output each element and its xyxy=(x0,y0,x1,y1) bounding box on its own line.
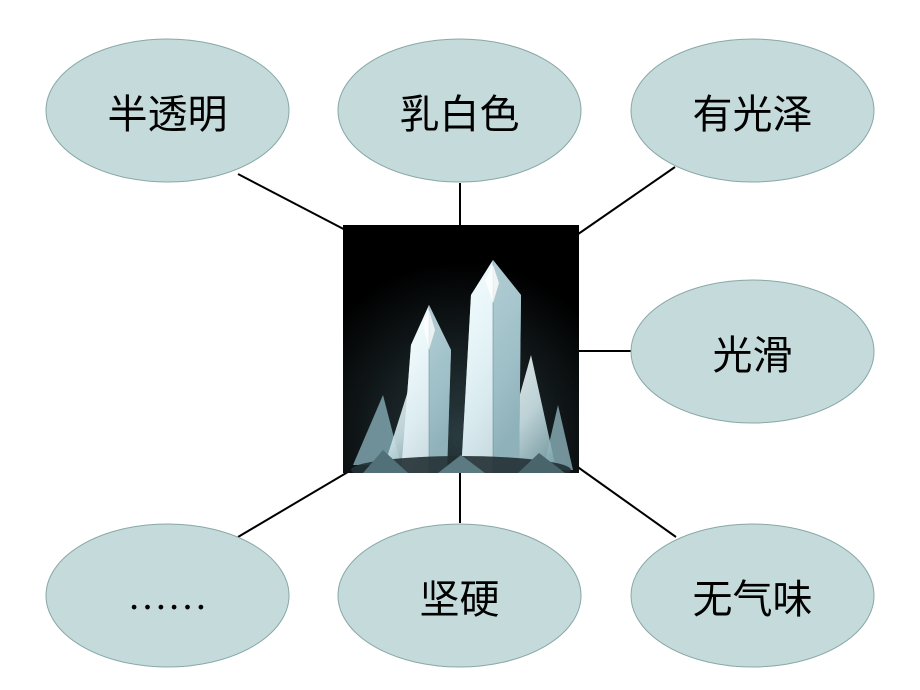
bubble-label: …… xyxy=(128,572,208,619)
property-bubble-b_translucent: 半透明 xyxy=(45,38,290,183)
center-crystal-image xyxy=(343,225,579,473)
diagram-stage: 半透明 乳白色 有光泽光滑 …… 坚硬 无气味 xyxy=(0,0,920,690)
property-bubble-b_ellipsis: …… xyxy=(45,523,290,668)
property-bubble-b_luster: 有光泽 xyxy=(630,38,875,183)
property-bubble-b_smooth: 光滑 xyxy=(630,279,875,424)
bubble-label: 坚硬 xyxy=(420,567,500,625)
crystal-illustration-svg xyxy=(343,225,579,473)
property-bubble-b_milky: 乳白色 xyxy=(337,38,582,183)
bubble-label: 半透明 xyxy=(108,82,228,140)
bubble-label: 有光泽 xyxy=(693,82,813,140)
property-bubble-b_hard: 坚硬 xyxy=(337,523,582,668)
bubble-label: 光滑 xyxy=(713,323,793,381)
bubble-label: 无气味 xyxy=(693,567,813,625)
property-bubble-b_odorless: 无气味 xyxy=(630,523,875,668)
bubble-label: 乳白色 xyxy=(400,82,520,140)
